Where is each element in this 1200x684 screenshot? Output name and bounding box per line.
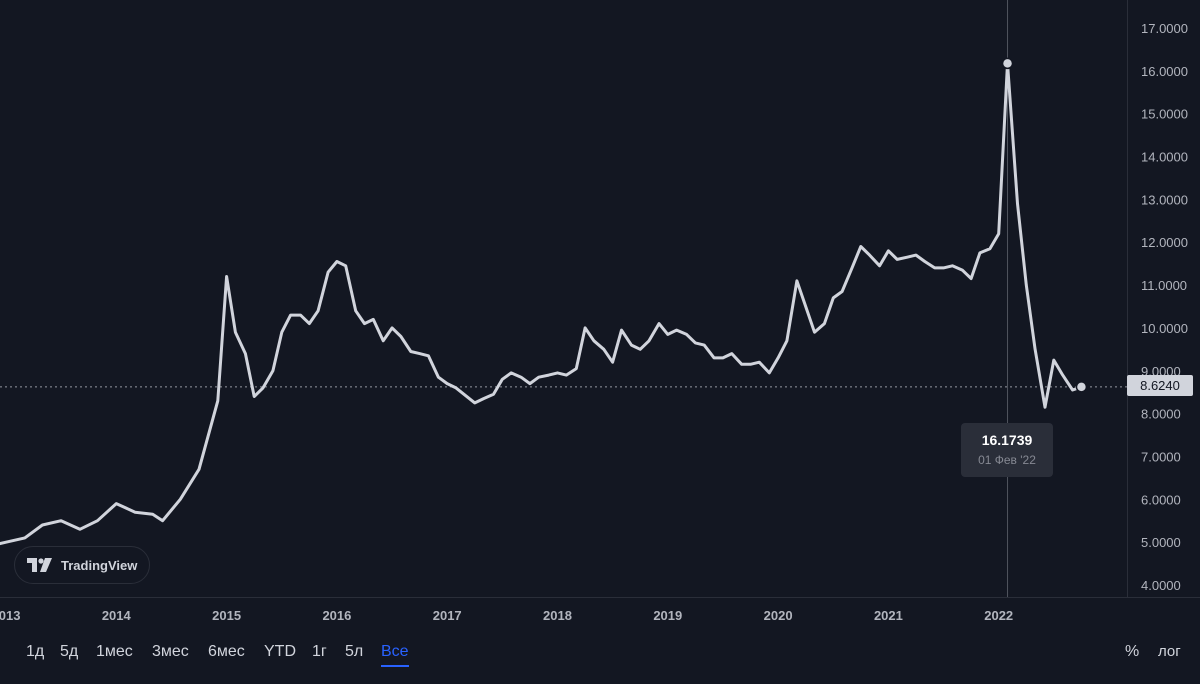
last-point-marker bbox=[1075, 381, 1088, 393]
x-tick-label: 2022 bbox=[984, 608, 1013, 623]
y-tick-label: 12.0000 bbox=[1141, 235, 1188, 250]
x-tick-label: 2013 bbox=[0, 608, 20, 623]
x-tick-label: 2019 bbox=[653, 608, 682, 623]
y-axis: 4.00005.00006.00007.00008.00009.000010.0… bbox=[1141, 21, 1188, 593]
y-tick-label: 6.0000 bbox=[1141, 492, 1181, 507]
y-tick-label: 10.0000 bbox=[1141, 321, 1188, 336]
y-tick-label: 15.0000 bbox=[1141, 107, 1188, 122]
range-button-5л[interactable]: 5л bbox=[345, 643, 364, 660]
range-toolbar: 1д 5д 1мес 3мес 6мес YTD 1г 5л Все % лог bbox=[0, 628, 1200, 684]
peak-marker bbox=[1001, 57, 1014, 70]
range-button-1мес[interactable]: 1мес bbox=[96, 643, 133, 660]
range-button-1г[interactable]: 1г bbox=[312, 643, 327, 660]
price-series-line bbox=[0, 61, 1082, 546]
x-tick-label: 2021 bbox=[874, 608, 903, 623]
x-tick-label: 2020 bbox=[764, 608, 793, 623]
tooltip-value: 16.1739 bbox=[981, 432, 1033, 448]
x-axis: 2013 2014 2015 2016 2017 2018 2019 2020 2021 2022 bbox=[0, 608, 1013, 623]
logo-text: TradingView bbox=[61, 557, 138, 573]
tradingview-logo[interactable]: TradingView bbox=[14, 546, 150, 584]
range-button-Все[interactable]: Все bbox=[381, 643, 409, 667]
y-tick-label: 5.0000 bbox=[1141, 535, 1181, 550]
last-price-label: 8.6240 bbox=[1127, 375, 1193, 396]
x-tick-label: 2017 bbox=[433, 608, 462, 623]
range-button-5д[interactable]: 5д bbox=[60, 643, 79, 660]
range-button-1д[interactable]: 1д bbox=[26, 643, 45, 660]
y-tick-label: 7.0000 bbox=[1141, 449, 1181, 464]
crosshair-tooltip: 16.1739 01 Фев '22 bbox=[961, 423, 1053, 477]
y-tick-label: 4.0000 bbox=[1141, 578, 1181, 593]
range-button-3мес[interactable]: 3мес bbox=[152, 643, 189, 660]
range-button-6мес[interactable]: 6мес bbox=[208, 643, 245, 660]
percent-toggle[interactable]: % bbox=[1125, 643, 1140, 660]
y-tick-label: 16.0000 bbox=[1141, 64, 1188, 79]
y-tick-label: 13.0000 bbox=[1141, 192, 1188, 207]
tooltip-date: 01 Фев '22 bbox=[978, 453, 1036, 467]
range-button-YTD[interactable]: YTD bbox=[264, 643, 296, 660]
y-tick-label: 8.0000 bbox=[1141, 407, 1181, 422]
y-tick-label: 11.0000 bbox=[1141, 278, 1187, 293]
log-toggle[interactable]: лог bbox=[1158, 643, 1181, 660]
x-tick-label: 2018 bbox=[543, 608, 572, 623]
tradingview-logo-icon bbox=[27, 558, 52, 572]
y-tick-label: 14.0000 bbox=[1141, 150, 1188, 165]
y-tick-label: 17.0000 bbox=[1141, 21, 1188, 36]
x-tick-label: 2015 bbox=[212, 608, 241, 623]
x-tick-label: 2014 bbox=[102, 608, 132, 623]
x-tick-label: 2016 bbox=[322, 608, 351, 623]
price-chart[interactable]: 4.00005.00006.00007.00008.00009.000010.0… bbox=[0, 0, 1200, 628]
